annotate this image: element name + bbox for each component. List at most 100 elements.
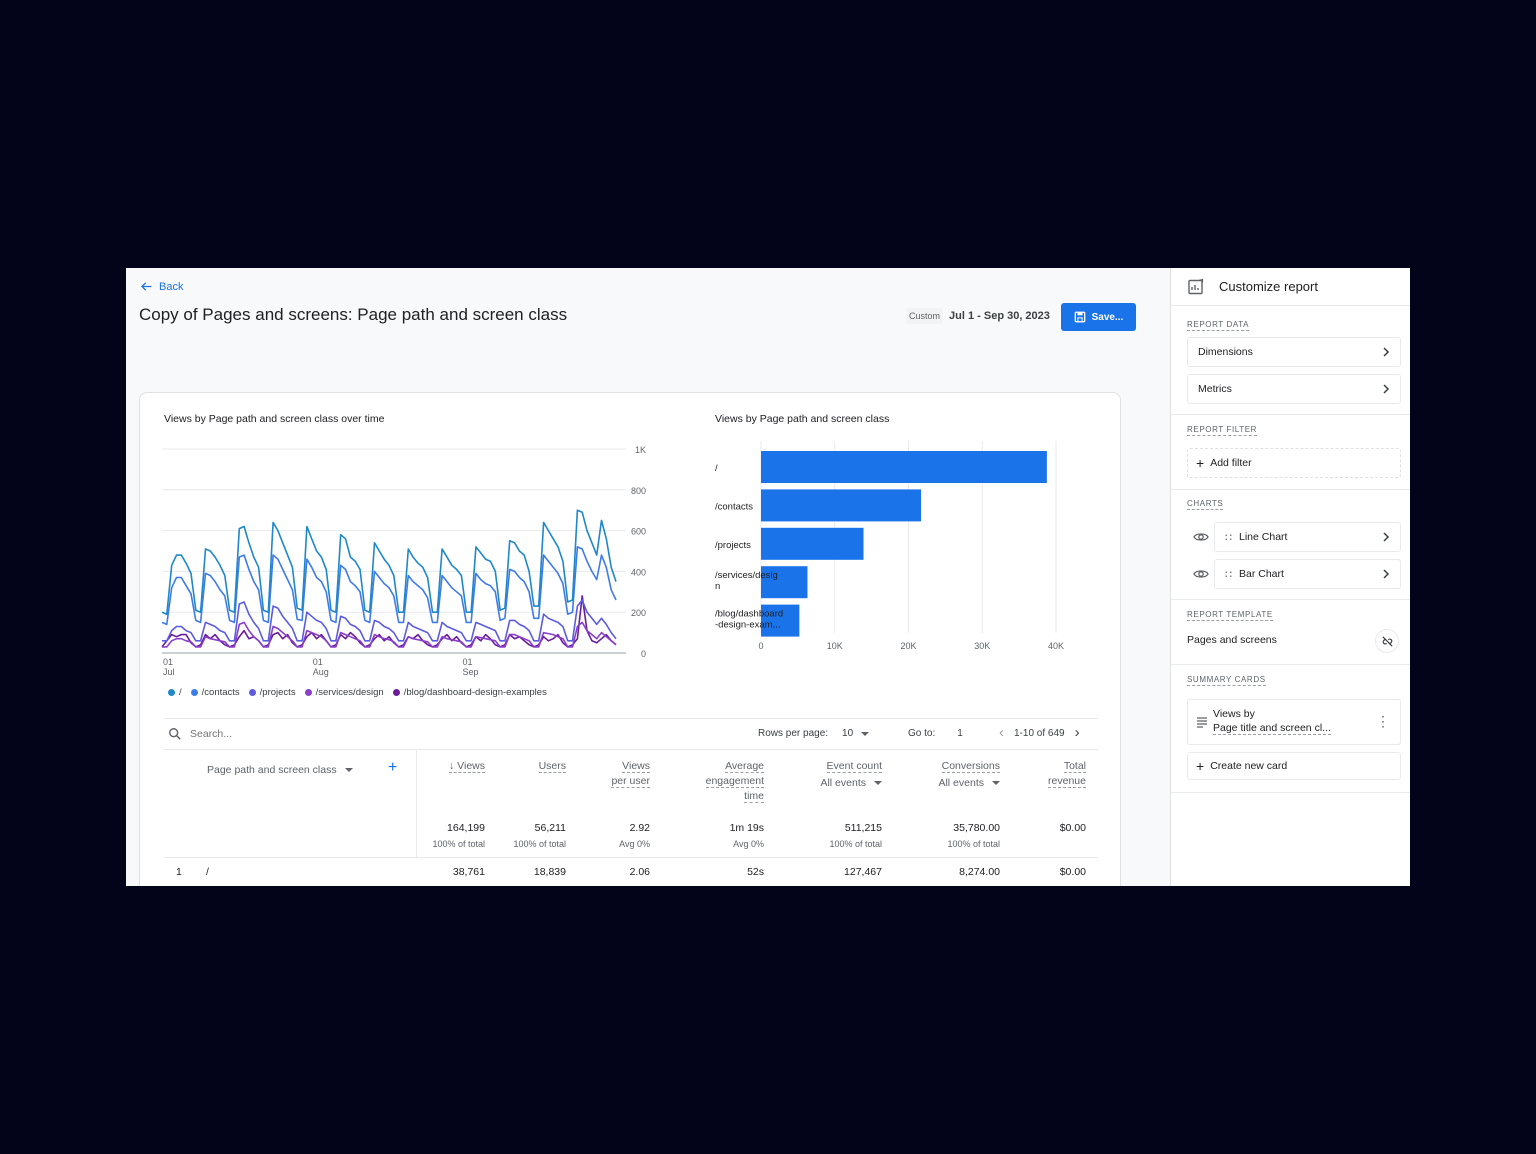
- dimension-header-label: Page path and screen class: [207, 764, 337, 776]
- legend-label: /projects: [259, 687, 296, 698]
- x-tick-label: 30K: [974, 641, 990, 651]
- goto-input[interactable]: 1: [957, 728, 963, 739]
- legend-dot: [392, 689, 400, 696]
- legend-dot: [168, 689, 175, 696]
- table-search: [168, 727, 390, 741]
- divider: [1171, 664, 1410, 665]
- y-tick-label: 800: [631, 486, 646, 496]
- legend-dot: [190, 689, 198, 696]
- bar[interactable]: [761, 451, 1047, 483]
- chevron-right-icon: [1383, 569, 1390, 579]
- metric-header[interactable]: Event count: [826, 759, 882, 774]
- divider: [1171, 414, 1410, 415]
- metric-header[interactable]: ↓ Views: [449, 759, 485, 774]
- unlink-template-icon[interactable]: [1375, 629, 1399, 653]
- event-filter-label: All events: [820, 777, 866, 789]
- goto-page: Go to: 1: [908, 728, 963, 739]
- eye-icon[interactable]: [1193, 529, 1209, 545]
- customize-title: Customize report: [1219, 279, 1318, 294]
- report-card: Views by Page path and screen class over…: [139, 392, 1121, 886]
- rows-per-page-select[interactable]: 10: [842, 728, 870, 739]
- row-index: 1: [176, 866, 182, 878]
- customize-header: Customize report: [1171, 268, 1410, 306]
- metric-header-label: per user: [611, 775, 650, 788]
- line-series[interactable]: [162, 621, 617, 648]
- metric-total-pct: 100% of total: [513, 839, 566, 849]
- date-range-picker[interactable]: Custom Jul 1 - Sep 30, 2023: [906, 308, 1050, 324]
- create-card-button[interactable]: + Create new card: [1187, 752, 1401, 780]
- legend-item[interactable]: /blog/dashboard-design-examples: [392, 687, 547, 698]
- chevron-right-icon: [1383, 347, 1390, 357]
- metric-total: 2.92: [629, 822, 650, 834]
- x-tick-label: 01: [163, 657, 173, 667]
- divider: [1171, 489, 1410, 490]
- event-filter-select[interactable]: All events: [938, 777, 1000, 789]
- row-cell: 2.06: [629, 866, 650, 878]
- legend-item[interactable]: /contacts: [190, 687, 240, 698]
- save-button[interactable]: Save...: [1061, 303, 1136, 331]
- legend-dot: [304, 689, 312, 696]
- row-cell: $0.00: [1059, 866, 1086, 878]
- dimension-header[interactable]: Page path and screen class: [207, 764, 353, 776]
- metric-total: $0.00: [1059, 822, 1086, 834]
- add-filter-button[interactable]: + Add filter: [1187, 448, 1401, 478]
- metric-header-label: Event count: [826, 760, 882, 773]
- metric-header[interactable]: Users: [538, 759, 566, 774]
- eye-icon[interactable]: [1193, 566, 1209, 582]
- metrics-item[interactable]: Metrics: [1187, 374, 1401, 404]
- x-tick-label: 0: [758, 641, 763, 651]
- back-link[interactable]: Back: [140, 280, 183, 293]
- goto-label: Go to:: [908, 728, 936, 739]
- custom-chip: Custom: [906, 308, 944, 324]
- line-series[interactable]: [162, 599, 617, 642]
- table-row[interactable]: 1 / 38,761 18,839 2.06 52s 127,467 8,274.00 $0.0…: [164, 858, 1098, 886]
- category-label: n: [715, 581, 720, 592]
- line-chart-item[interactable]: ∷ Line Chart: [1214, 522, 1401, 552]
- summary-card-line2: Page title and screen cl...: [1213, 722, 1331, 735]
- x-tick-label: Aug: [313, 667, 329, 677]
- metric-column: Average engagement time 1m 19s Avg 0%: [662, 750, 776, 858]
- row-cell: 18,839: [533, 866, 566, 878]
- legend-item[interactable]: /projects: [248, 687, 296, 698]
- line-series[interactable]: [161, 546, 617, 626]
- bar[interactable]: [761, 489, 922, 522]
- y-tick-label: 400: [631, 567, 646, 577]
- report-filter-label: REPORT FILTER: [1187, 425, 1258, 436]
- legend-dot: [248, 689, 256, 696]
- metrics-label: Metrics: [1198, 383, 1232, 395]
- category-label: -design-exam...: [715, 620, 780, 631]
- dimensions-item[interactable]: Dimensions: [1187, 337, 1401, 367]
- bar-chart-item[interactable]: ∷ Bar Chart: [1214, 559, 1401, 589]
- bar[interactable]: [761, 566, 808, 599]
- table-toolbar: Rows per page: 10 Go to: 1 ‹ 1-10 of 649…: [164, 718, 1098, 750]
- metric-header[interactable]: Average engagement time: [705, 759, 764, 804]
- metric-header[interactable]: Views per user: [611, 759, 650, 789]
- legend-item[interactable]: /services/design: [304, 687, 384, 698]
- table-header: Page path and screen class + ↓ Views 164,…: [164, 750, 1098, 858]
- category-label: /: [715, 463, 718, 474]
- legend-item[interactable]: /: [168, 687, 182, 698]
- more-vert-icon[interactable]: ⋮: [1376, 713, 1390, 729]
- bar[interactable]: [761, 527, 864, 560]
- metric-header-label: Users: [538, 760, 566, 773]
- line-series[interactable]: [161, 509, 617, 615]
- line-chart-legend: / /contacts/projects/services/design/blog…: [168, 687, 547, 698]
- metric-total-pct: Avg 0%: [619, 839, 650, 849]
- next-page-icon[interactable]: ›: [1074, 724, 1080, 741]
- customize-panel: Customize report REPORT DATA Dimensions …: [1170, 268, 1410, 886]
- metric-header[interactable]: Conversions: [941, 759, 1000, 774]
- metric-header[interactable]: Total revenue: [1048, 759, 1086, 789]
- drag-handle-icon[interactable]: ∷: [1225, 568, 1232, 581]
- report-main: Back Copy of Pages and screens: Page pat…: [126, 268, 1170, 886]
- summary-card[interactable]: Views by Page title and screen cl... ⋮: [1187, 699, 1401, 745]
- search-input[interactable]: [190, 728, 390, 740]
- y-tick-label: 1K: [635, 445, 646, 455]
- event-filter-select[interactable]: All events: [820, 777, 882, 789]
- prev-page-icon[interactable]: ‹: [999, 724, 1004, 741]
- text-lines-icon: [1197, 717, 1207, 728]
- category-label: /blog/dashboard: [715, 609, 783, 620]
- add-dimension-icon[interactable]: +: [388, 759, 398, 776]
- bar[interactable]: [761, 604, 800, 637]
- drag-handle-icon[interactable]: ∷: [1225, 531, 1232, 544]
- dimensions-label: Dimensions: [1198, 346, 1253, 358]
